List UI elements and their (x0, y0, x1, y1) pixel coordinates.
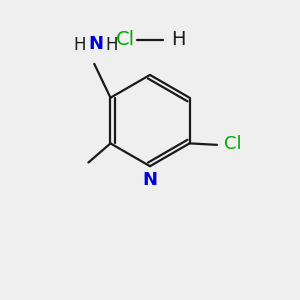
Text: N: N (142, 171, 158, 189)
Text: N: N (88, 35, 103, 53)
Text: Cl: Cl (116, 30, 134, 49)
Text: H: H (106, 36, 118, 54)
Text: Cl: Cl (224, 135, 242, 153)
Text: H: H (73, 36, 86, 54)
Text: H: H (171, 30, 185, 49)
